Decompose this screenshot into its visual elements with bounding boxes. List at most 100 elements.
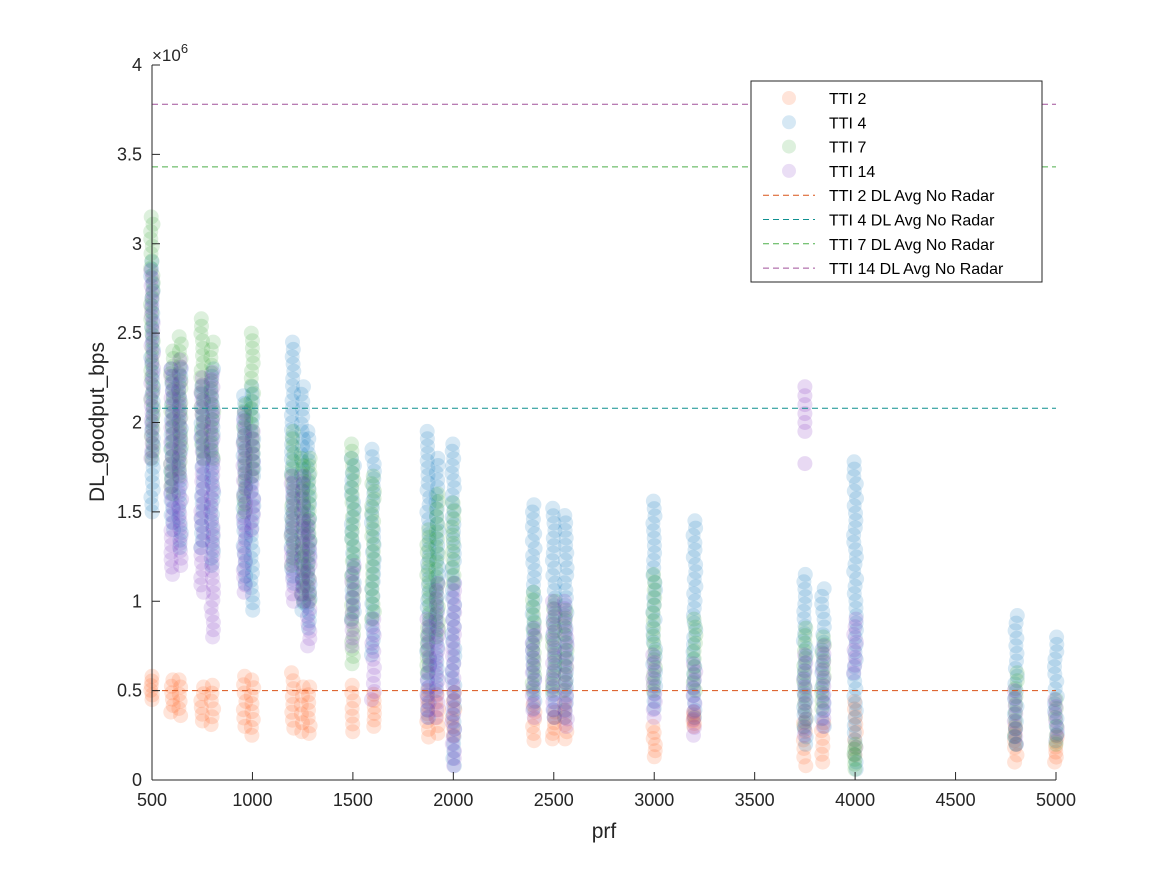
data-point [205,431,221,447]
data-point [145,443,161,459]
data-point [204,427,220,443]
data-point [203,445,219,461]
data-point [204,558,220,573]
data-point [164,405,180,421]
data-point [797,681,813,697]
data-point [346,619,362,635]
data-point [525,622,541,638]
data-point [446,451,462,467]
data-point [1048,734,1064,750]
data-point [165,343,181,359]
data-point [447,575,463,591]
data-point [422,597,438,613]
data-point [246,491,262,506]
data-point [419,635,435,651]
data-point [645,718,661,734]
data-point [171,343,187,359]
data-point [366,522,382,538]
data-point [547,593,563,609]
data-point [444,736,460,752]
data-point [846,666,862,682]
data-point [245,595,261,611]
data-point [245,454,261,470]
data-point [428,494,444,510]
data-point [163,366,179,382]
data-point [447,702,463,718]
data-point [193,699,209,715]
data-point [165,351,181,366]
data-point [558,675,574,691]
data-point [365,596,381,612]
data-point [300,563,315,579]
data-point [194,488,210,504]
data-point [685,644,701,660]
data-point [244,565,260,581]
data-point [686,611,702,627]
data-point [194,421,210,437]
data-point [445,612,461,628]
data-point [245,453,261,469]
data-point [846,659,862,675]
data-point [284,561,300,577]
data-point [797,655,813,671]
data-point [195,355,211,371]
data-point [685,608,701,623]
data-point [797,379,813,395]
data-point [688,622,704,638]
data-point [345,575,361,591]
data-point [163,485,179,501]
data-point [344,685,360,701]
data-point [557,612,573,628]
x-axis-title: prf [592,820,617,843]
data-point [447,677,463,693]
data-point [164,373,180,389]
data-point [814,642,830,658]
data-point [344,436,359,452]
data-point [300,564,316,580]
data-point [344,531,360,547]
data-point [1047,651,1063,667]
data-point [143,224,159,240]
data-point [797,589,813,605]
data-point [797,388,813,404]
data-point [445,531,461,547]
data-point [196,452,212,468]
data-point [164,449,180,465]
data-point [163,427,179,443]
data-point [847,693,863,709]
data-point [302,535,317,551]
data-point [848,634,864,650]
data-point [302,511,318,527]
data-point [847,520,863,536]
data-point [557,626,572,642]
data-point [547,620,562,636]
data-point [285,476,301,492]
data-point [193,399,209,415]
data-point [286,593,301,609]
data-point [164,471,179,487]
data-point [145,414,161,430]
data-point [546,583,562,598]
y-tick-label: 2.5 [117,323,142,343]
data-point [193,430,209,446]
data-point [346,509,362,525]
data-point [195,533,211,548]
data-point [244,363,260,379]
data-point [796,658,812,674]
data-point [245,602,261,618]
data-point [559,724,575,740]
data-point [344,480,360,496]
data-point [284,532,300,547]
data-point [245,423,261,439]
data-point [206,543,221,559]
data-point [525,548,541,564]
data-point [816,695,832,711]
data-point [194,473,210,489]
data-point [445,582,460,598]
data-point [647,694,663,710]
data-point [816,670,832,686]
data-point [421,552,437,568]
data-point [796,665,812,681]
data-point [193,415,209,431]
data-point [204,677,220,693]
